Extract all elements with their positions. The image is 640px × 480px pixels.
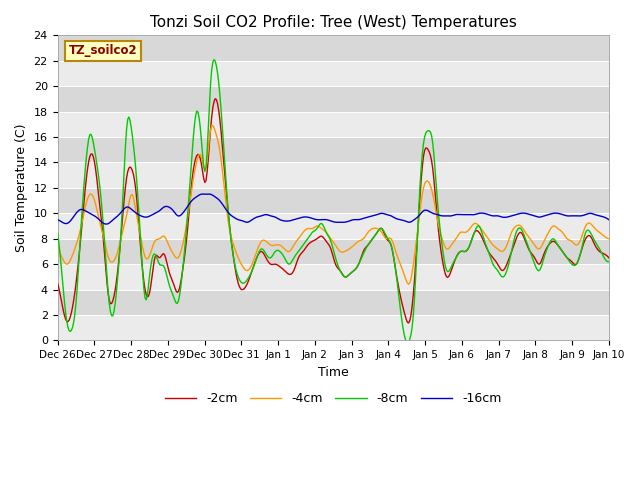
-16cm (102, 221, 109, 227)
-4cm (404, 281, 412, 287)
-4cm (364, 230, 371, 236)
-4cm (287, 247, 295, 252)
-2cm (227, 228, 234, 234)
Bar (58, 112, 609, 137)
-2cm (390, 254, 397, 260)
Line: -8cm: -8cm (58, 60, 609, 343)
-2cm (364, 243, 371, 249)
Title: Tonzi Soil CO2 Profile: Tree (West) Temperatures: Tonzi Soil CO2 Profile: Tree (West) Temp… (150, 15, 516, 30)
-16cm (391, 215, 399, 221)
-4cm (209, 123, 217, 129)
-8cm (54, 229, 61, 235)
-8cm (390, 253, 397, 259)
-4cm (54, 246, 61, 252)
-4cm (227, 230, 234, 236)
Bar (58, 213, 609, 239)
-2cm (287, 271, 295, 277)
-8cm (461, 249, 468, 254)
Line: -4cm: -4cm (58, 126, 609, 284)
-16cm (289, 217, 296, 223)
-16cm (198, 191, 206, 197)
-2cm (211, 96, 219, 102)
Bar (58, 239, 609, 264)
-16cm (461, 212, 468, 217)
-2cm (461, 249, 468, 254)
Bar (58, 188, 609, 213)
-4cm (461, 229, 468, 235)
-16cm (605, 217, 612, 223)
-16cm (54, 217, 61, 223)
-8cm (404, 340, 412, 346)
-2cm (557, 246, 564, 252)
X-axis label: Time: Time (318, 366, 349, 379)
-4cm (390, 241, 397, 247)
Line: -16cm: -16cm (58, 194, 609, 224)
Line: -2cm: -2cm (58, 99, 609, 323)
-8cm (287, 260, 295, 265)
Y-axis label: Soil Temperature (C): Soil Temperature (C) (15, 124, 28, 252)
Bar (58, 162, 609, 188)
Bar (58, 137, 609, 162)
-16cm (227, 213, 235, 218)
Text: TZ_soilco2: TZ_soilco2 (68, 45, 137, 58)
-16cm (364, 214, 372, 220)
Bar (58, 61, 609, 86)
-16cm (557, 211, 564, 217)
-8cm (364, 243, 371, 249)
-8cm (210, 57, 218, 62)
-8cm (557, 246, 564, 252)
Bar (58, 86, 609, 112)
-4cm (557, 228, 564, 233)
-2cm (605, 255, 612, 261)
-2cm (54, 280, 61, 286)
Bar (58, 315, 609, 340)
-8cm (227, 229, 234, 235)
-2cm (404, 320, 412, 326)
Legend: -2cm, -4cm, -8cm, -16cm: -2cm, -4cm, -8cm, -16cm (160, 387, 506, 410)
Bar (58, 289, 609, 315)
-8cm (605, 259, 612, 264)
-4cm (605, 236, 612, 241)
Bar (58, 264, 609, 289)
Bar (58, 36, 609, 61)
